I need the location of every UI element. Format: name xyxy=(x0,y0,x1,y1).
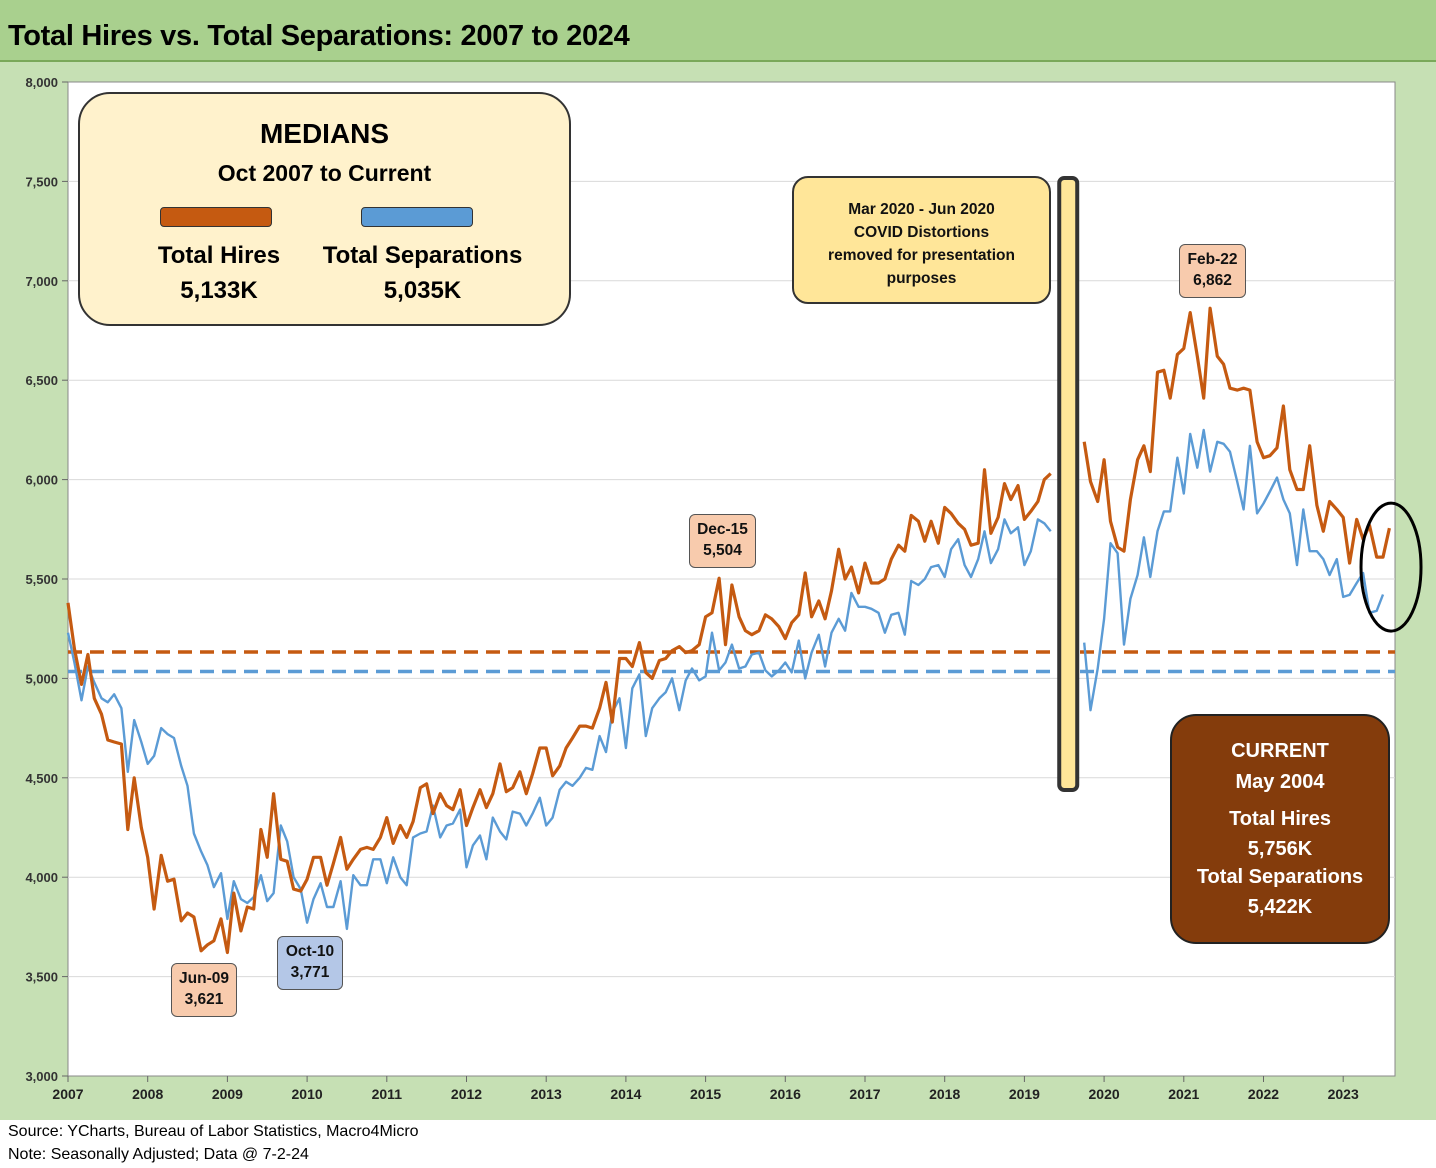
x-tick-label: 2022 xyxy=(1248,1086,1279,1102)
footer: Source: YCharts, Bureau of Labor Statist… xyxy=(0,1120,1436,1168)
current-hires-value: 5,756K xyxy=(1247,838,1313,860)
x-tick-label: 2020 xyxy=(1089,1086,1120,1102)
x-tick-label: 2017 xyxy=(849,1086,880,1102)
covid-note-line3: removed for presentation xyxy=(828,247,1015,264)
y-tick-label: 7,000 xyxy=(25,274,58,289)
x-tick-label: 2019 xyxy=(1009,1086,1040,1102)
covid-gap-marker xyxy=(1057,176,1080,792)
x-tick-label: 2013 xyxy=(531,1086,562,1102)
x-tick-label: 2016 xyxy=(770,1086,801,1102)
title-bar: Total Hires vs. Total Separations: 2007 … xyxy=(0,0,1436,62)
current-hires-label: Total Hires xyxy=(1229,808,1331,830)
separations-legend-swatch xyxy=(361,207,473,227)
y-tick-label: 5,500 xyxy=(25,572,58,587)
page-title: Total Hires vs. Total Separations: 2007 … xyxy=(8,20,630,52)
callout-jun-09: Jun-09 3,621 xyxy=(171,963,237,1017)
hires-median-label: Total Hires xyxy=(157,242,281,269)
hires-series-line xyxy=(66,306,1391,955)
current-heading: CURRENT xyxy=(1231,740,1329,762)
y-tick-label: 4,000 xyxy=(25,870,58,885)
x-tick-label: 2007 xyxy=(52,1086,83,1102)
callout-label: Oct-10 xyxy=(285,943,335,960)
callout-label: Feb-22 xyxy=(1187,251,1238,268)
data-note: Note: Seasonally Adjusted; Data @ 7-2-24 xyxy=(8,1146,309,1163)
callout-value: 3,771 xyxy=(290,964,330,981)
y-tick-label: 7,500 xyxy=(25,174,58,189)
callout-oct-10: Oct-10 3,771 xyxy=(277,936,343,990)
callout-label: Dec-15 xyxy=(697,521,748,538)
y-tick-label: 6,000 xyxy=(25,473,58,488)
current-separations-label: Total Separations xyxy=(1196,866,1364,888)
x-tick-label: 2014 xyxy=(610,1086,641,1102)
callout-value: 5,504 xyxy=(703,542,742,559)
y-tick-label: 6,500 xyxy=(25,373,58,388)
x-tick-label: 2015 xyxy=(690,1086,721,1102)
x-tick-label: 2023 xyxy=(1328,1086,1359,1102)
x-tick-label: 2009 xyxy=(212,1086,243,1102)
x-tick-label: 2010 xyxy=(292,1086,323,1102)
x-tick-label: 2018 xyxy=(929,1086,960,1102)
covid-note-box: Mar 2020 - Jun 2020 COVID Distortions re… xyxy=(792,176,1051,304)
y-tick-label: 8,000 xyxy=(25,75,58,90)
medians-heading: MEDIANS xyxy=(259,118,390,149)
current-separations-value: 5,422K xyxy=(1247,896,1313,918)
current-box: CURRENT May 2004 Total Hires 5,756K Tota… xyxy=(1170,714,1390,944)
y-tick-label: 5,000 xyxy=(25,671,58,686)
callout-dec-15: Dec-15 5,504 xyxy=(689,514,756,568)
x-tick-label: 2021 xyxy=(1168,1086,1199,1102)
separations-series-line xyxy=(66,428,1385,931)
x-tick-label: 2008 xyxy=(132,1086,163,1102)
current-date: May 2004 xyxy=(1235,771,1325,793)
callout-value: 3,621 xyxy=(184,991,224,1008)
callout-label: Jun-09 xyxy=(179,970,229,987)
covid-note-line1: Mar 2020 - Jun 2020 xyxy=(848,201,995,218)
current-value-circle xyxy=(1359,501,1423,633)
x-tick-label: 2011 xyxy=(372,1086,403,1102)
medians-period: Oct 2007 to Current xyxy=(217,160,432,186)
separations-median-label: Total Separations xyxy=(322,242,523,269)
source-note: Source: YCharts, Bureau of Labor Statist… xyxy=(8,1123,419,1140)
medians-box: MEDIANS Oct 2007 to Current Total Hires … xyxy=(78,92,571,326)
y-tick-label: 3,000 xyxy=(25,1069,58,1084)
callout-feb-22: Feb-22 6,862 xyxy=(1179,244,1246,298)
hires-median-value: 5,133K xyxy=(180,277,258,304)
separations-median-value: 5,035K xyxy=(383,277,462,304)
hires-legend-swatch xyxy=(160,207,272,227)
covid-note-line4: purposes xyxy=(886,270,957,287)
x-tick-label: 2012 xyxy=(451,1086,482,1102)
covid-note-line2: COVID Distortions xyxy=(853,224,990,241)
y-tick-label: 4,500 xyxy=(25,771,58,786)
y-tick-label: 3,500 xyxy=(25,970,58,985)
callout-value: 6,862 xyxy=(1193,272,1232,289)
